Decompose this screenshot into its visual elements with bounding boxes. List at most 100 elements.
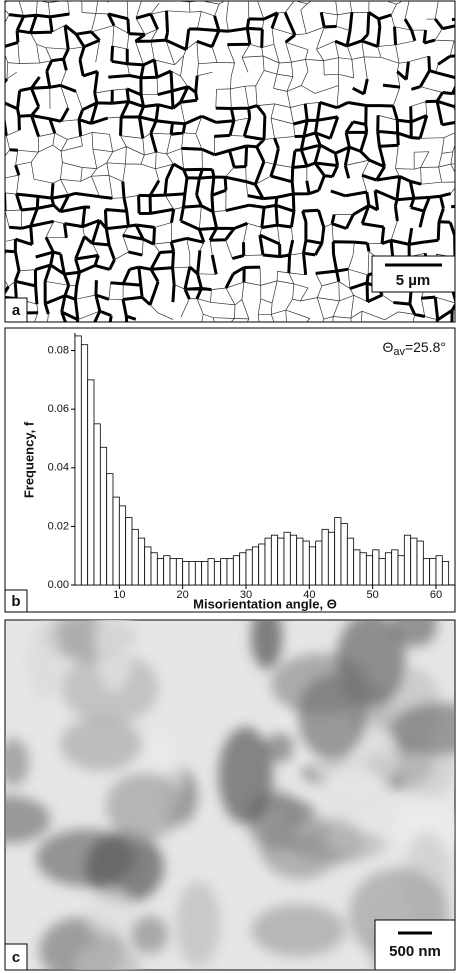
bar [441,561,450,586]
grain [264,731,296,763]
bar [201,561,209,586]
grain [75,941,140,970]
bar [239,552,247,586]
bar [106,473,114,586]
bar [93,423,101,586]
grain [218,726,273,825]
grain [250,620,283,670]
y-axis-title: Frequency, f [21,421,36,498]
bar [334,517,342,586]
bar [403,534,412,586]
bar [283,531,291,586]
bar [435,555,443,586]
bar [87,379,95,586]
grain [95,620,134,692]
x-tick-label: 50 [367,589,379,601]
bar [270,534,279,586]
grain [105,772,184,841]
annotation: Θav=25.8° [382,339,446,358]
grain [130,915,169,954]
bar [391,549,399,586]
bar [112,496,120,586]
panel-label-box [4,943,28,971]
bar [353,549,361,586]
x-tick-label: 20 [177,589,189,601]
bar [144,546,152,586]
bar [302,540,310,586]
bar [340,523,348,586]
bar [118,505,127,586]
bar [175,558,184,586]
grain [400,743,455,798]
annotation-symbol: Θ [382,339,393,355]
scale-bar-label: 5 µm [396,272,431,289]
bar [422,558,431,586]
bar [131,528,139,586]
grain [60,717,143,771]
bar [232,555,241,586]
bar [296,537,304,586]
bar [289,534,298,586]
bar [308,546,317,586]
bar [365,555,374,586]
bar [194,561,203,586]
scale-bar-label: 500 nm [389,943,441,960]
scale-bar-box [374,919,456,971]
bar [359,552,367,586]
grain [5,738,30,787]
y-tick-label: 0.00 [48,579,69,591]
histogram: 0.00 0.02 0.04 0.06 0.08 10 20 30 40 50 60 [48,333,455,601]
panel-label-box [4,297,28,323]
y-tick-label: 0.02 [48,520,69,532]
bar [277,537,285,586]
bar [378,558,386,586]
grain [251,904,346,957]
bar [188,561,196,586]
bar [137,537,146,586]
bar [99,446,108,586]
bar [264,537,272,586]
bar [251,546,260,586]
bar [74,335,82,586]
bar [429,558,437,586]
bar [397,555,405,586]
grain [85,830,164,904]
x-tick-label: 10 [113,589,125,601]
bar [80,344,89,586]
grain [392,620,438,647]
bar [321,528,329,586]
bar [384,552,393,586]
tem-image [5,620,455,970]
bar [213,561,222,586]
bar [169,558,177,586]
grain [175,881,221,967]
high-angle-boundaries [5,10,455,322]
bar [372,549,380,586]
scale-bar-box [371,255,456,293]
x-tick-label: 40 [303,589,315,601]
grain [5,795,51,844]
grain [390,702,455,756]
low-angle-boundaries [5,1,455,322]
bar [346,537,355,586]
panel-label: c [12,949,20,966]
grain [296,674,367,761]
y-tick-label: 0.08 [48,344,69,356]
bar [245,549,253,586]
bar [207,558,215,586]
bar [258,543,266,586]
x-tick-label: 30 [240,589,252,601]
annotation-subscript: av [393,346,405,358]
panel-label: b [11,593,20,610]
bar [327,531,336,586]
bar [150,552,158,586]
x-axis-title: Misorientation angle, Θ [193,596,337,611]
bar [125,517,133,586]
bar [410,537,418,586]
y-tick-label: 0.06 [48,403,69,415]
bar [226,558,234,586]
x-tick-label: 60 [430,589,442,601]
annotation-value: =25.8° [405,339,446,355]
